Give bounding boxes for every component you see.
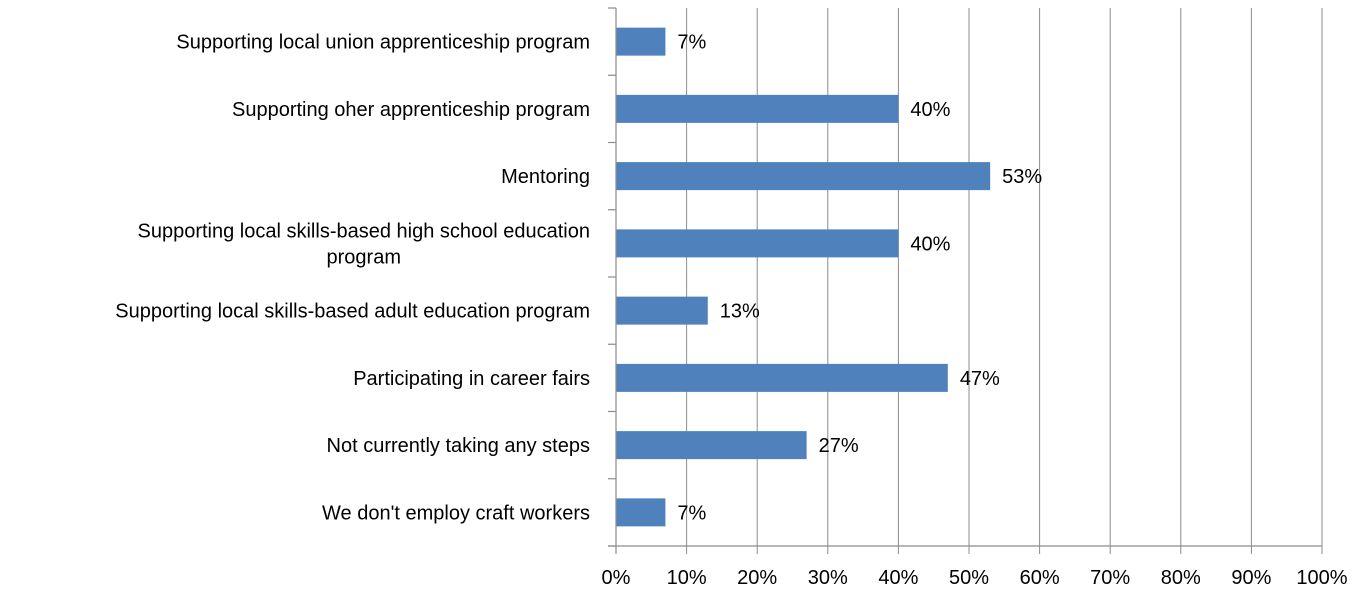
x-tick-label: 90% [1231,567,1271,589]
bar [616,229,899,258]
data-label: 40% [910,99,950,121]
grid-lines [686,8,1323,554]
x-tick-label: 0% [602,567,631,589]
x-tick-label: 100% [1296,567,1347,589]
bar [616,94,899,123]
x-tick-label: 50% [949,567,989,589]
tick-labels: 0% 10% 20% 30% 40% 50% 60% 70% 80% 90% 100% [602,567,1348,589]
category-labels: Supporting local union apprenticeship pr… [115,32,590,525]
category-label: Supporting local skills-based high schoo… [138,220,591,268]
x-tick-label: 80% [1161,567,1201,589]
category-label: We don't employ craft workers [322,502,590,524]
data-labels: 7% 40% 53% 40% 13% 47% 27% 7% [677,32,1042,525]
data-label: 13% [720,301,760,323]
x-tick-label: 60% [1020,567,1060,589]
category-label: Mentoring [501,166,590,188]
data-label: 40% [910,233,950,255]
bars [616,27,991,527]
category-label: Supporting oher apprenticeship program [232,99,590,121]
data-label: 47% [960,368,1000,390]
data-label: 7% [677,502,706,524]
category-label: Supporting local union apprenticeship pr… [176,32,590,54]
axes [608,7,1322,554]
bar [616,498,666,527]
data-label: 7% [677,32,706,54]
data-label: 53% [1002,166,1042,188]
x-tick-label: 40% [878,567,918,589]
bar [616,27,666,56]
bar [616,162,991,191]
bar [616,296,708,325]
data-label: 27% [819,435,859,457]
x-tick-label: 70% [1090,567,1130,589]
x-tick-label: 10% [667,567,707,589]
category-label: Participating in career fairs [353,368,590,390]
x-tick-label: 30% [808,567,848,589]
bar [616,431,807,460]
x-tick-label: 20% [737,567,777,589]
category-label: Not currently taking any steps [327,435,590,457]
category-label: Supporting local skills-based adult educ… [115,301,590,323]
bar [616,363,948,392]
